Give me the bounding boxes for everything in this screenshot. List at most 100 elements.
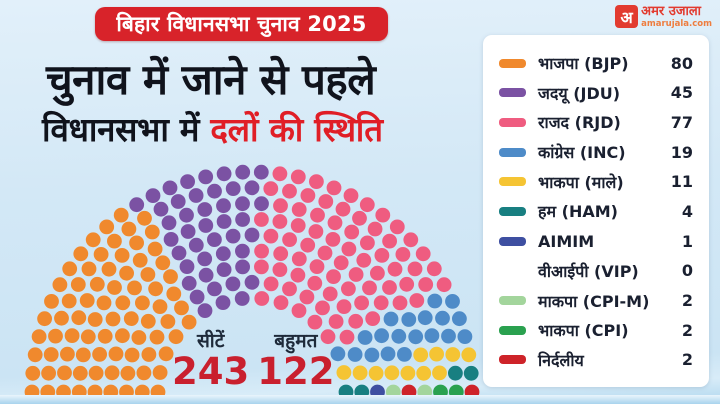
seat-dot (263, 181, 279, 197)
seat-dot (375, 207, 391, 223)
title-line2-dark: विधानसभा में (42, 110, 211, 149)
logo-text-block: अमर उजाला amarujala.com (641, 5, 712, 29)
seat-dot (225, 181, 241, 197)
legend-label: AIMIM (538, 231, 595, 251)
seat-dot (336, 365, 352, 380)
seat-dot (382, 233, 397, 249)
seat-dot (62, 261, 78, 277)
legend-label: कांग्रेस (INC) (538, 143, 626, 163)
seat-dot (409, 293, 425, 308)
seat-dot (31, 329, 47, 344)
seat-dot (115, 295, 131, 311)
seat-dot (352, 210, 367, 226)
seat-dot (272, 262, 288, 277)
seat-dot (432, 365, 447, 381)
seat-dot (155, 255, 171, 271)
seat-dot (121, 221, 137, 237)
legend-item-vip: वीआईपी (VIP) 0 (499, 258, 693, 284)
total-seats-stat: सीटें 243 (172, 330, 249, 392)
seat-dot (427, 293, 443, 309)
seat-dot (244, 227, 260, 243)
seat-dot (315, 300, 330, 316)
seat-dot (461, 347, 477, 363)
seat-dot (215, 246, 231, 262)
seat-dot (160, 314, 176, 329)
seat-dot (137, 210, 152, 226)
legend-value: 0 (681, 261, 693, 281)
seat-dot (399, 276, 415, 292)
seat-dot (129, 197, 145, 213)
seat-dot (273, 246, 289, 262)
seat-dot (161, 215, 177, 231)
seat-dot (216, 166, 232, 182)
seat-dot (299, 289, 315, 305)
seat-dot (310, 207, 325, 223)
seat-dot (291, 251, 307, 267)
seat-dot (141, 347, 157, 362)
seat-dot (368, 365, 384, 381)
legend-item-independent: निर्दलीय 2 (499, 347, 693, 373)
seat-dot (373, 295, 389, 311)
legend-item-inc: कांग्रेस (INC) 19 (499, 139, 693, 165)
seat-dot (148, 281, 164, 297)
independent-color-swatch (499, 355, 526, 365)
seat-dot (225, 276, 241, 292)
seat-dot (70, 277, 86, 292)
seat-dot (107, 233, 122, 249)
seat-dot (397, 347, 412, 362)
seat-dot (72, 365, 88, 381)
seat-dot (244, 180, 260, 196)
majority-stat: बहुमत 122 (257, 330, 334, 392)
seat-dot (291, 303, 307, 318)
seat-dot (352, 365, 368, 381)
seat-dot (347, 347, 363, 362)
legend-item-cpi: भाकपा (CPI) 2 (499, 317, 693, 343)
seat-dot (180, 224, 196, 239)
seat-dot (403, 232, 419, 248)
seat-dot (188, 237, 204, 253)
seat-dot (81, 261, 97, 277)
seat-dot (198, 267, 214, 283)
seats-majority-stats: सीटें 243 बहुमत 122 (172, 330, 334, 392)
seat-dot (344, 224, 360, 240)
seat-dot (374, 248, 390, 263)
seat-dot (61, 293, 77, 309)
seat-dot (207, 281, 222, 297)
seat-dot (158, 346, 174, 362)
seat-dot (136, 365, 152, 381)
seat-dot (291, 202, 307, 217)
bottom-accent-strip (0, 395, 720, 404)
seat-dot (174, 300, 189, 316)
seat-dot (113, 207, 129, 223)
seat-dot (359, 197, 375, 213)
seat-dot (235, 259, 251, 275)
seats-label: सीटें (196, 330, 225, 352)
seat-dot (101, 261, 117, 277)
seat-dot (73, 246, 89, 262)
seat-dot (365, 311, 381, 326)
legend-label: जदयू (JDU) (538, 83, 621, 103)
logo-name: अमर उजाला (641, 4, 702, 19)
seat-dot (99, 219, 115, 235)
seat-dot (308, 224, 324, 239)
seat-dot (330, 346, 346, 362)
seat-dot (207, 183, 222, 199)
seat-dot (426, 261, 442, 277)
seat-dot (436, 277, 452, 293)
seat-dot (153, 201, 169, 217)
seat-dot (348, 313, 364, 329)
seat-dot (282, 183, 297, 199)
legend-value: 2 (681, 291, 693, 310)
seat-dot (145, 188, 161, 204)
legend-item-rjd: राजद (RJD) 77 (499, 109, 693, 135)
legend-item-cpiml: भाकपा (माले) 11 (499, 169, 693, 195)
cpi-color-swatch (499, 325, 526, 335)
seat-dot (37, 311, 52, 327)
seat-dot (424, 328, 440, 343)
seat-dot (429, 346, 444, 362)
header-badge-text: बिहार विधानसभा चुनाव 2025 (116, 12, 367, 36)
seat-dot (216, 214, 232, 229)
seat-dot (380, 346, 396, 362)
seat-dot (225, 228, 241, 244)
legend-label: माकपा (CPI-M) (538, 291, 650, 311)
